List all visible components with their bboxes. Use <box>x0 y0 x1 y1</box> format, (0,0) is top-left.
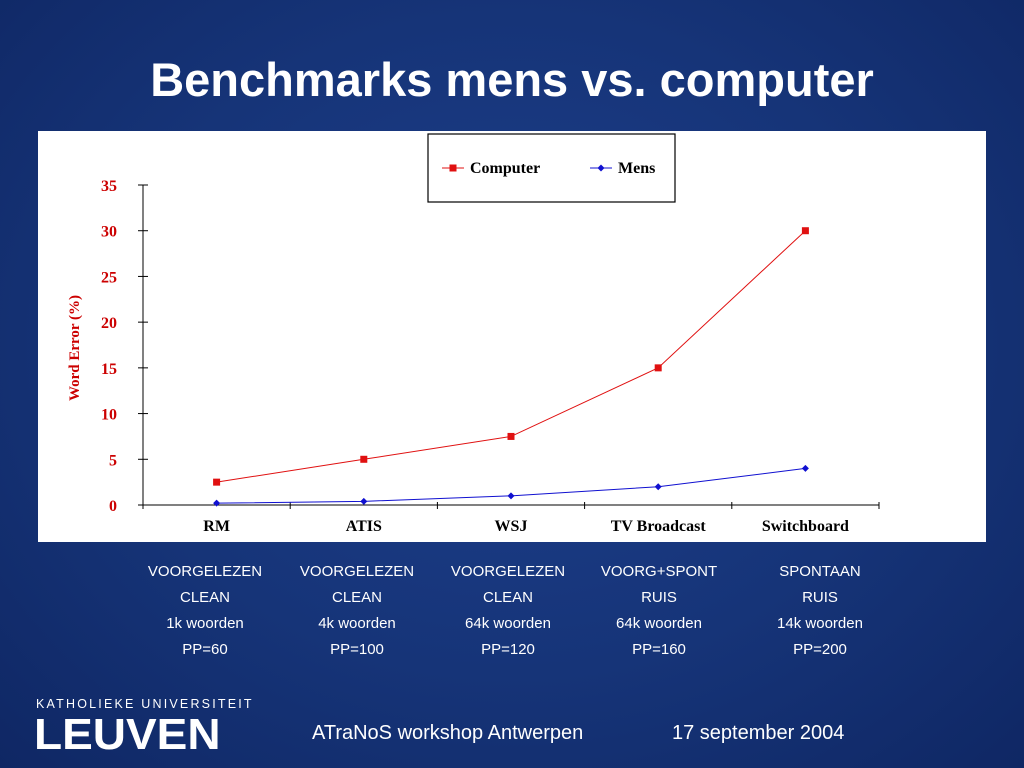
y-tick-label: 20 <box>101 315 117 332</box>
y-tick-label: 35 <box>101 178 117 195</box>
data-point-computer <box>801 227 809 235</box>
legend-label-computer: Computer <box>470 160 540 177</box>
condition-line: 4k woorden <box>318 615 396 632</box>
condition-line: SPONTAAN <box>779 563 861 580</box>
data-point-mens <box>507 492 515 500</box>
condition-column: VOORG+SPONT RUIS 64k woorden PP=160 <box>584 559 734 663</box>
chart-panel: 0 5 10 15 20 25 30 35 RM ATIS WSJ TV Broadcast Switc… <box>38 131 986 542</box>
legend-marker-mens <box>597 164 605 172</box>
data-point-mens <box>801 464 809 472</box>
footer-event: ATraNoS workshop Antwerpen <box>312 722 584 744</box>
data-point-mens <box>360 497 368 505</box>
condition-line: 64k woorden <box>465 615 551 632</box>
data-point-mens <box>213 499 221 507</box>
condition-line: VOORGELEZEN <box>147 563 263 580</box>
condition-line: VOORG+SPONT <box>600 563 718 580</box>
condition-line: 64k woorden <box>616 615 702 632</box>
y-tick-label: 15 <box>101 361 117 378</box>
data-point-computer <box>507 432 515 440</box>
y-tick-label: 30 <box>101 224 117 241</box>
condition-line: CLEAN <box>179 589 231 606</box>
series-line-computer <box>216 230 806 483</box>
condition-line: VOORGELEZEN <box>450 563 566 580</box>
axes: 0 5 10 15 20 25 30 35 RM ATIS WSJ TV Broadcast Switc… <box>101 178 880 535</box>
slide-title: Benchmarks mens vs. computer <box>150 53 874 106</box>
condition-table: VOORGELEZEN CLEAN 1k woorden PP=60 VOORGELEZ… <box>0 559 1024 669</box>
condition-line: PP=60 <box>182 641 228 658</box>
condition-line: PP=120 <box>481 641 535 658</box>
university-logo: KATHOLIEKE UNIVERSITEIT LEUVEN <box>34 697 252 759</box>
series-computer <box>213 227 809 486</box>
condition-line: PP=100 <box>330 641 384 658</box>
x-tick-label: RM <box>203 518 230 535</box>
footer-date: 17 september 2004 <box>672 722 845 744</box>
condition-column: VOORGELEZEN CLEAN 64k woorden PP=120 <box>433 559 583 663</box>
x-tick-label: WSJ <box>495 518 528 535</box>
y-tick-label: 10 <box>101 407 117 424</box>
condition-line: CLEAN <box>331 589 383 606</box>
condition-column: VOORGELEZEN CLEAN 1k woorden PP=60 <box>130 559 280 663</box>
y-axis-label: Word Error (%) <box>67 295 83 401</box>
legend: Computer Mens <box>427 133 676 203</box>
y-tick-label: 0 <box>109 498 117 515</box>
condition-line: PP=200 <box>793 641 847 658</box>
logo-wordmark: LEUVEN <box>34 709 221 759</box>
y-tick-label: 25 <box>101 269 117 286</box>
x-tick-label: ATIS <box>346 518 382 535</box>
condition-line: 1k woorden <box>166 615 244 632</box>
series-layer <box>213 227 809 507</box>
logo-subtitle: KATHOLIEKE UNIVERSITEIT <box>36 697 254 711</box>
condition-line: VOORGELEZEN <box>299 563 415 580</box>
legend-marker-computer <box>449 164 457 172</box>
condition-line: RUIS <box>802 589 838 606</box>
data-point-computer <box>213 478 221 486</box>
condition-line: RUIS <box>641 589 677 606</box>
condition-column: SPONTAAN RUIS 14k woorden PP=200 <box>745 559 895 663</box>
condition-line: CLEAN <box>482 589 534 606</box>
series-mens <box>213 464 809 507</box>
data-point-mens <box>654 483 662 491</box>
legend-box <box>427 133 676 203</box>
data-point-computer <box>360 455 368 463</box>
data-point-computer <box>654 364 662 372</box>
legend-label-mens: Mens <box>618 160 655 177</box>
condition-line: 14k woorden <box>777 615 863 632</box>
line-chart: 0 5 10 15 20 25 30 35 RM ATIS WSJ TV Broadcast Switc… <box>67 133 880 535</box>
y-tick-label: 5 <box>109 452 117 469</box>
condition-column: VOORGELEZEN CLEAN 4k woorden PP=100 <box>282 559 432 663</box>
x-tick-label: Switchboard <box>762 518 849 535</box>
x-tick-label: TV Broadcast <box>611 518 707 535</box>
condition-line: PP=160 <box>632 641 686 658</box>
